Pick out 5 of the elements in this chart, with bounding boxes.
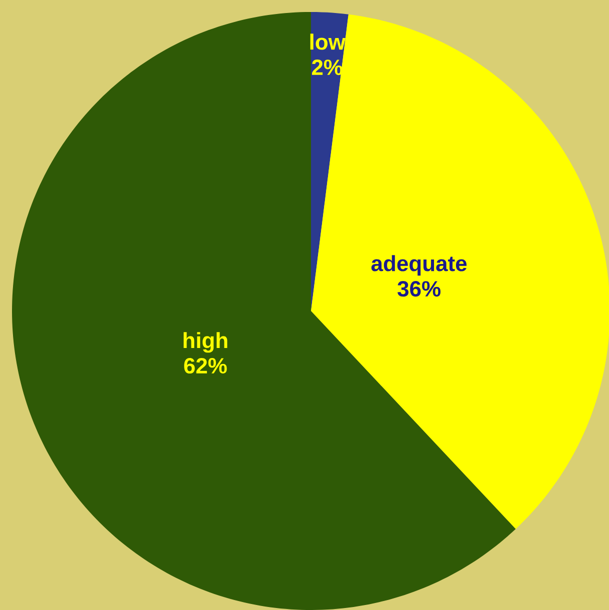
data-label: 2%	[312, 60, 342, 76]
data-label: 62%	[184, 358, 227, 374]
slice-label: adequate	[371, 255, 467, 276]
data-label: 36%	[398, 281, 440, 297]
slice-label: high	[184, 332, 228, 353]
